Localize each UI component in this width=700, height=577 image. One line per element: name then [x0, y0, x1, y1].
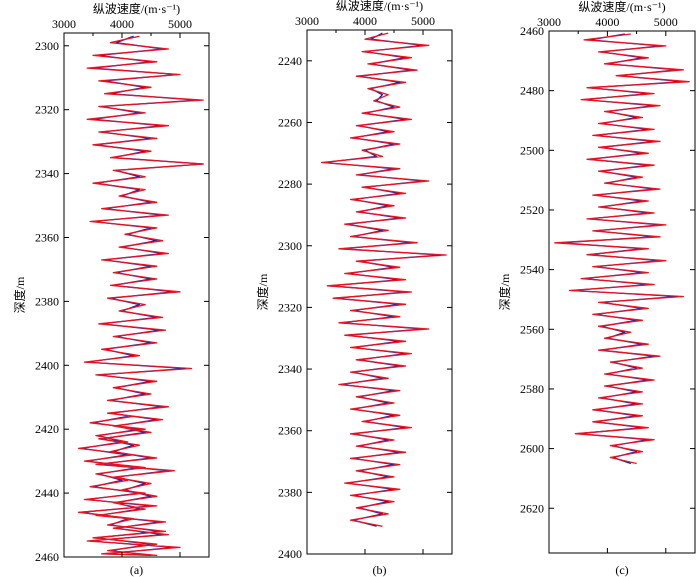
y-axis-label: 深度/m: [255, 273, 270, 310]
y-tick-label: 2620: [520, 501, 544, 515]
y-axis-label: 深度/m: [12, 276, 27, 313]
y-tick-label: 2480: [520, 84, 544, 98]
series-line-1: [323, 32, 442, 527]
series-line-2: [77, 35, 204, 557]
y-tick-label: 2260: [278, 115, 302, 129]
x-tick-label: 5000: [168, 17, 192, 31]
x-tick-label: 3000: [52, 17, 76, 31]
series-line-2: [320, 32, 447, 527]
series-line-2: [554, 33, 690, 465]
x-tick-label: 3000: [537, 15, 561, 29]
chart-panel-1: 3000 4000 5000 2300 2320 2340 2360 2380 2400 2420…: [12, 1, 210, 577]
y-tick-label: 2540: [520, 263, 544, 277]
x-axis-label: 纵波速度/(m·s⁻¹): [336, 0, 423, 13]
y-tick-label: 2520: [520, 203, 544, 217]
y-axis-label: 深度/m: [497, 273, 512, 310]
y-tick-label: 2340: [35, 167, 59, 181]
y-tick-label: 2380: [278, 485, 302, 499]
y-tick-label: 2500: [520, 143, 544, 157]
x-tick-label: 4000: [110, 17, 134, 31]
chart-panel-2: 3000 4000 5000 2240 2260 2280 2300 2320 2340 2360…: [255, 0, 453, 577]
y-tick-label: 2360: [278, 424, 302, 438]
panel-label: (a): [130, 563, 143, 577]
plot-frame: [63, 32, 210, 558]
y-tick-label: 2400: [35, 358, 59, 372]
y-tick-label: 2460: [520, 24, 544, 38]
y-tick-label: 2280: [278, 177, 302, 191]
y-tick-label: 2320: [35, 103, 59, 117]
plot-frame: [548, 30, 696, 554]
y-tick-label: 2300: [278, 239, 302, 253]
series-line-1: [80, 35, 204, 557]
panel-label: (b): [373, 563, 387, 577]
x-tick-label: 3000: [295, 14, 319, 28]
series-line-1: [560, 33, 684, 465]
y-tick-label: 2420: [35, 422, 59, 436]
y-tick-label: 2460: [35, 550, 59, 564]
y-tick-label: 2400: [278, 547, 302, 561]
chart-panel-3: 3000 4000 5000 2460 2480 2500 2520 2540 2560 2580…: [497, 0, 696, 577]
plot-frame: [306, 29, 453, 555]
y-tick-label: 2340: [278, 362, 302, 376]
y-tick-label: 2440: [35, 486, 59, 500]
x-axis-label: 纵波速度/(m·s⁻¹): [93, 1, 180, 16]
x-tick-label: 5000: [654, 15, 678, 29]
y-tick-label: 2380: [35, 294, 59, 308]
panel-label: (c): [615, 563, 628, 577]
y-tick-label: 2580: [520, 382, 544, 396]
y-tick-label: 2320: [278, 300, 302, 314]
y-tick-label: 2560: [520, 322, 544, 336]
x-tick-label: 4000: [595, 15, 619, 29]
y-tick-label: 2300: [35, 39, 59, 53]
y-tick-label: 2600: [520, 442, 544, 456]
y-tick-label: 2360: [35, 230, 59, 244]
y-tick-label: 2240: [278, 54, 302, 68]
x-tick-label: 5000: [411, 14, 435, 28]
x-axis-label: 纵波速度/(m·s⁻¹): [578, 0, 665, 14]
x-tick-label: 4000: [353, 14, 377, 28]
